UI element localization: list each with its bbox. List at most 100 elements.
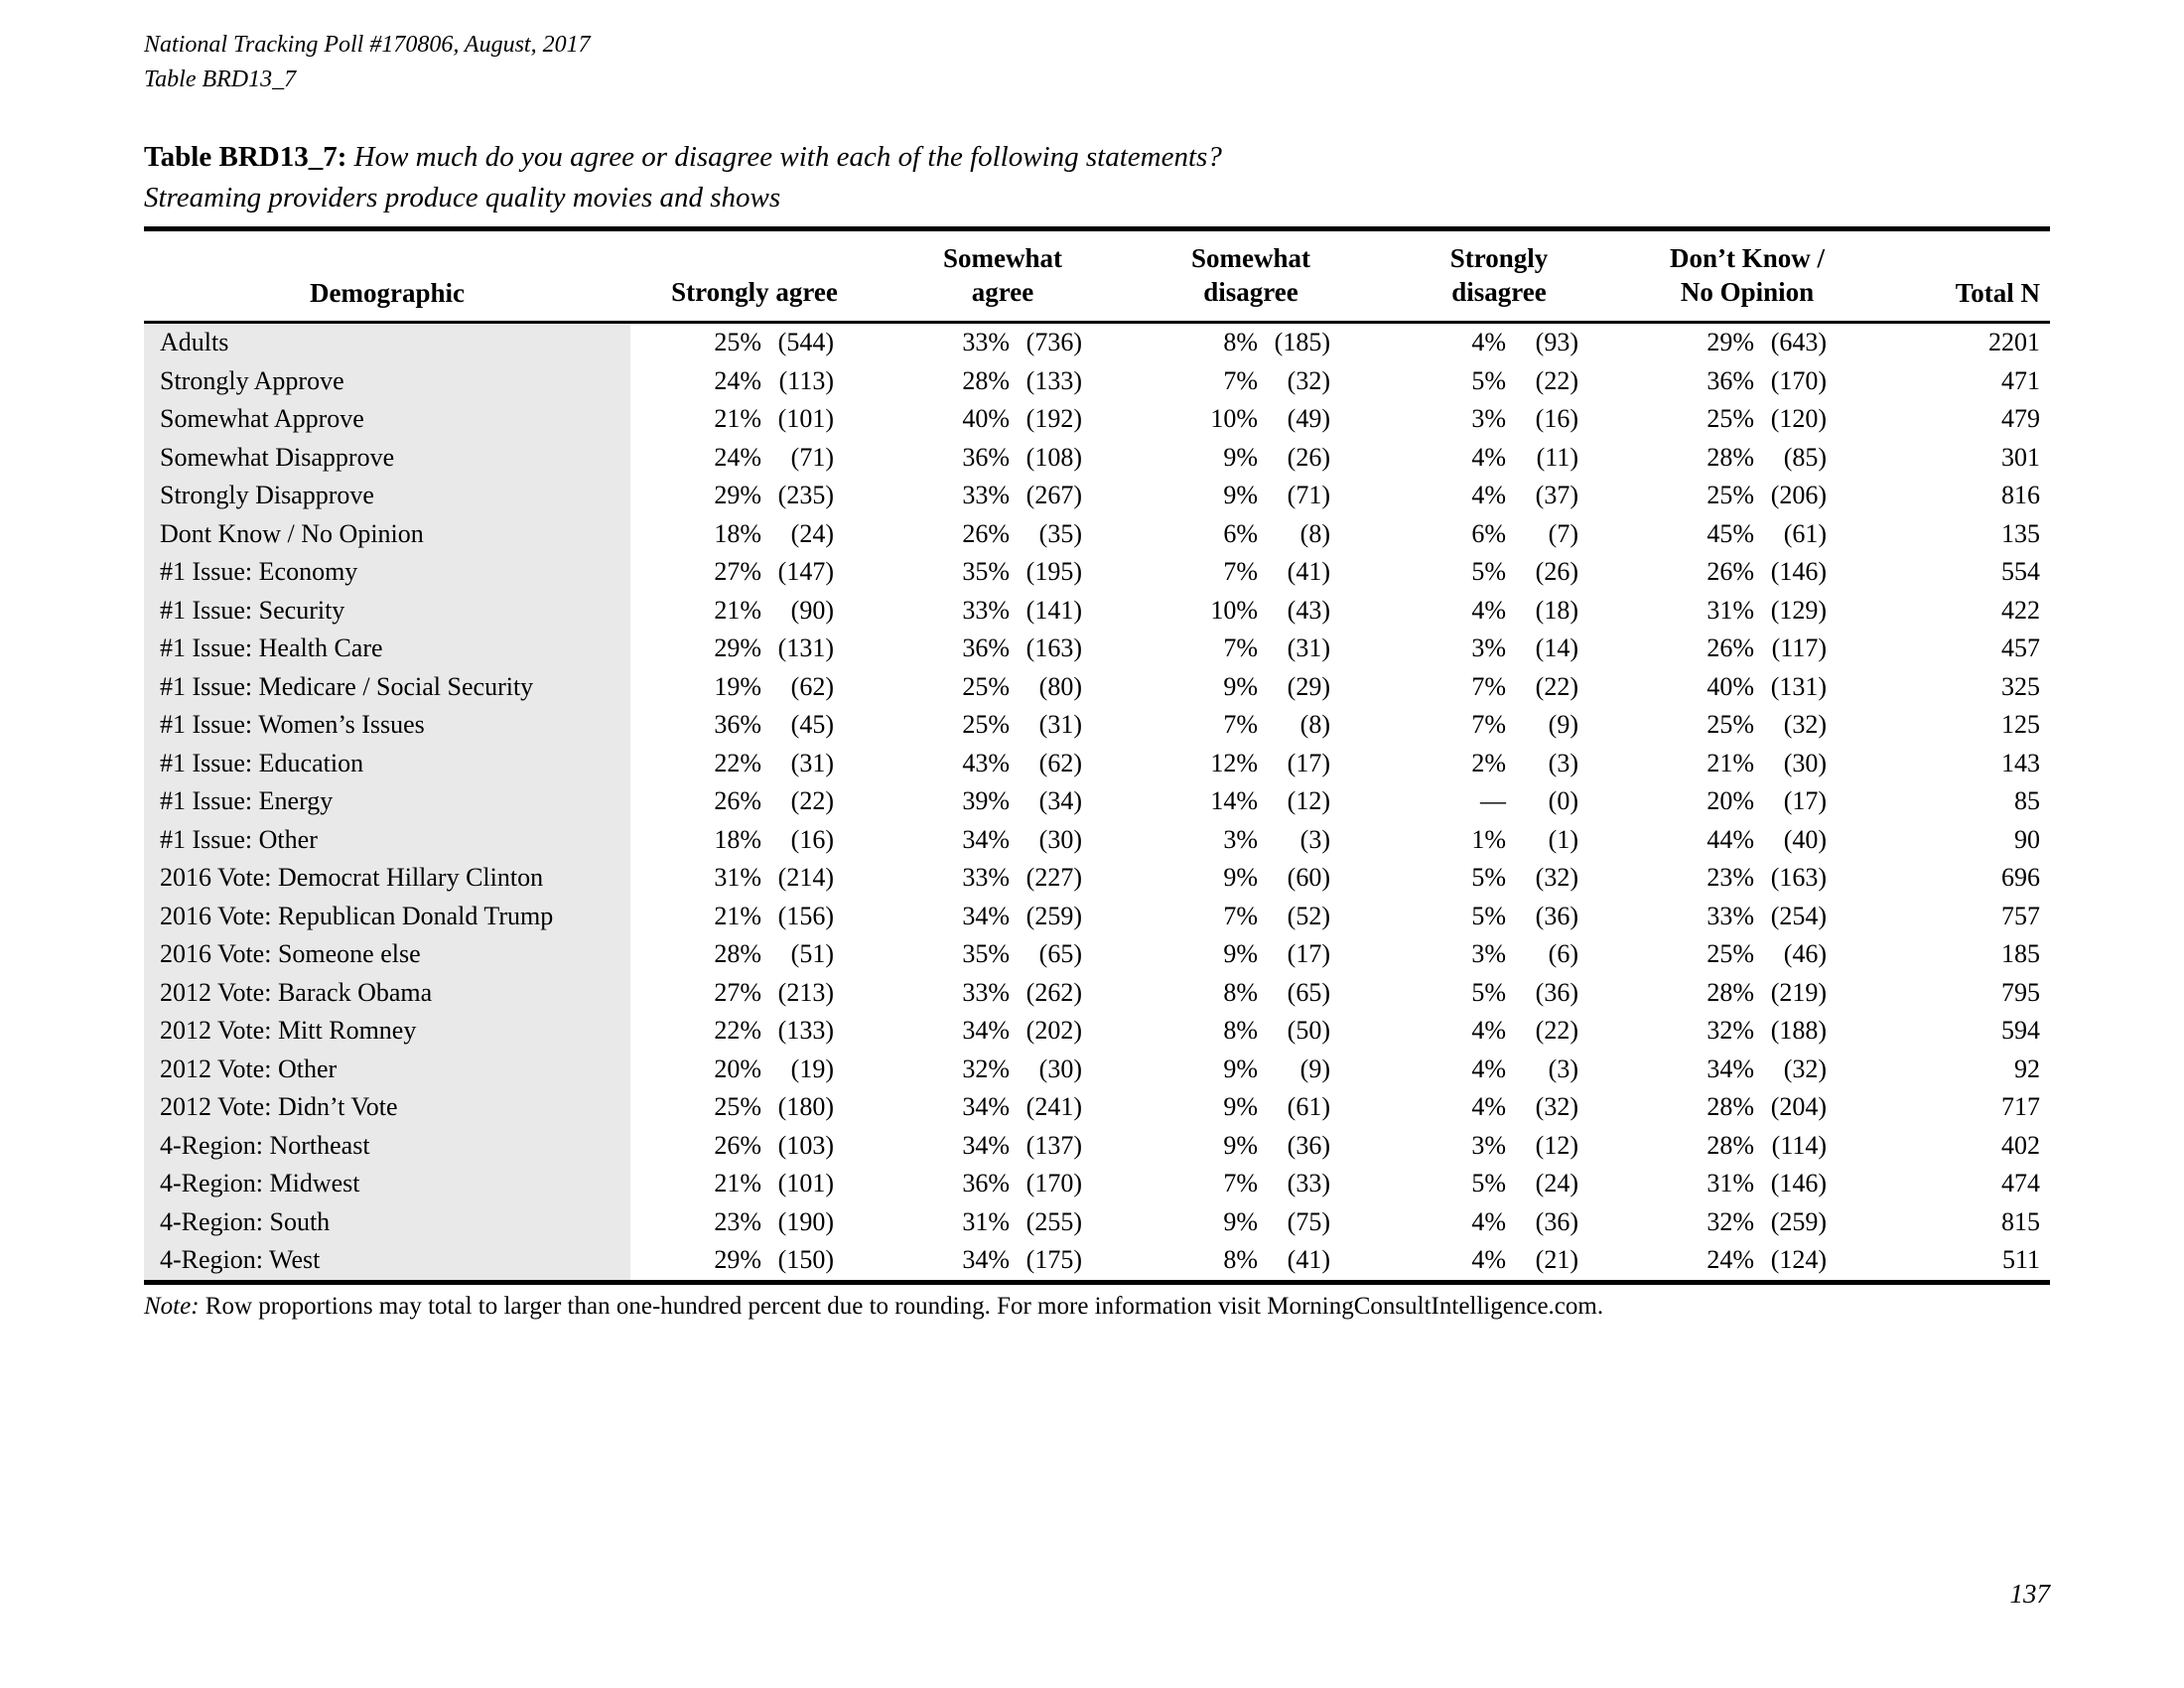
cell-somewhat-agree-n: (108) [1025,442,1082,472]
cell-strongly-disagree-n: (22) [1535,1016,1578,1046]
cell-somewhat-agree-n: (62) [1038,748,1082,777]
cell-strongly-agree-pct: 21% [714,1169,761,1198]
cell-strongly-agree-pct: 21% [714,404,761,434]
cell-dont-know-pct: 25% [1706,481,1754,510]
header-line-bottom: disagree [1451,277,1547,307]
cell-somewhat-disagree-pct: 8% [1223,977,1258,1007]
cell-strongly-disagree-pct: 4% [1471,328,1506,357]
cell-somewhat-disagree-n: (49) [1287,404,1330,434]
cell-demographic: 4-Region: Midwest [144,1165,630,1203]
cell-demographic: #1 Issue: Economy [144,553,630,592]
cell-strongly-disagree-n: (18) [1535,595,1578,625]
cell-strongly-agree-n: (131) [777,633,834,663]
cell-somewhat-disagree-pct: 9% [1223,442,1258,472]
cell-dont-know-n: (129) [1770,595,1828,625]
col-header-somewhat-disagree: Somewhat disagree [1127,226,1375,324]
cell-dont-know-pct: 32% [1706,1016,1754,1046]
cell-strongly-agree-n: (190) [777,1206,834,1236]
table-row: 2012 Vote: Other 20% (19) 32% (30) 9% (9) 4% (3)… [144,1050,2050,1088]
cell-somewhat-disagree-pct: 7% [1223,1169,1258,1198]
cell-strongly-agree-pct: 29% [714,633,761,663]
cell-demographic: #1 Issue: Education [144,744,630,782]
cell-dont-know-pct: 31% [1706,1169,1754,1198]
cell-dont-know-n: (46) [1783,939,1828,969]
cell-strongly-agree-pct: 25% [714,1092,761,1122]
table-title-statement: Streaming providers produce quality movi… [144,182,781,213]
cell-dont-know-n: (259) [1770,1206,1828,1236]
cell-strongly-disagree-n: (32) [1535,863,1578,893]
cell-somewhat-disagree-n: (9) [1299,1054,1330,1083]
cell-somewhat-disagree-pct: 9% [1223,1206,1258,1236]
cell-somewhat-disagree-n: (8) [1299,710,1330,740]
cell-strongly-disagree-pct: 4% [1471,1016,1506,1046]
table-row: 2012 Vote: Barack Obama 27% (213) 33% (262) 8… [144,973,2050,1012]
cell-somewhat-disagree-n: (36) [1287,1130,1330,1160]
cell-dont-know-n: (163) [1770,863,1828,893]
table-row: Adults 25% (544) 33% (736) 8% (185) 4% (93) 29% (6… [144,322,2050,362]
cell-total-n: 816 [2001,481,2041,510]
cell-demographic: Adults [144,322,630,362]
cell-somewhat-agree-n: (30) [1038,824,1082,854]
cell-strongly-disagree-pct: 4% [1471,442,1506,472]
cell-dont-know-pct: 28% [1706,977,1754,1007]
document-header: National Tracking Poll #170806, August, … [144,28,591,97]
cell-strongly-disagree-n: (11) [1536,442,1578,472]
header-line-bottom: disagree [1203,277,1298,307]
cell-strongly-agree-pct: 18% [714,518,761,548]
cell-somewhat-agree-n: (137) [1025,1130,1082,1160]
cell-demographic: 2016 Vote: Democrat Hillary Clinton [144,859,630,898]
cell-demographic: #1 Issue: Other [144,820,630,859]
cell-somewhat-agree-pct: 34% [962,1092,1010,1122]
cell-demographic: #1 Issue: Energy [144,782,630,821]
cell-strongly-disagree-pct: 4% [1471,595,1506,625]
cell-dont-know-n: (120) [1770,404,1828,434]
table-id-line: Table BRD13_7 [144,67,297,92]
cell-somewhat-agree-pct: 36% [962,1169,1010,1198]
cell-dont-know-pct: 25% [1706,404,1754,434]
cell-somewhat-agree-pct: 33% [962,977,1010,1007]
cell-total-n: 717 [2001,1092,2041,1122]
cell-somewhat-agree-n: (141) [1025,595,1082,625]
cell-total-n: 474 [2001,1169,2041,1198]
cell-somewhat-agree-pct: 36% [962,442,1010,472]
cell-somewhat-agree-pct: 39% [962,786,1010,816]
cell-strongly-agree-n: (213) [777,977,834,1007]
cell-strongly-disagree-pct: 4% [1471,481,1506,510]
table-note: Note: Row proportions may total to large… [144,1293,2050,1321]
cell-somewhat-disagree-n: (12) [1287,786,1330,816]
table-row: 2012 Vote: Didn’t Vote 25% (180) 34% (241) 9%… [144,1088,2050,1127]
cell-strongly-disagree-pct: 4% [1471,1206,1506,1236]
cell-strongly-disagree-pct: 2% [1471,748,1506,777]
cell-somewhat-disagree-pct: 7% [1223,710,1258,740]
cell-strongly-agree-n: (147) [777,557,834,587]
poll-table: Demographic Strongly agree Somewhat agre… [144,226,2051,1285]
cell-somewhat-disagree-n: (32) [1287,365,1330,395]
cell-total-n: 422 [2001,595,2041,625]
cell-somewhat-agree-n: (227) [1025,863,1082,893]
table-body: Adults 25% (544) 33% (736) 8% (185) 4% (93) 29% (6… [144,322,2051,1285]
cell-strongly-disagree-pct: 7% [1471,671,1506,701]
cell-somewhat-agree-pct: 34% [962,1130,1010,1160]
cell-strongly-agree-pct: 24% [714,365,761,395]
cell-dont-know-pct: 44% [1706,824,1754,854]
cell-strongly-agree-pct: 36% [714,710,761,740]
cell-dont-know-n: (32) [1783,1054,1828,1083]
cell-strongly-disagree-n: (24) [1535,1169,1578,1198]
cell-demographic: Somewhat Approve [144,400,630,439]
cell-strongly-agree-n: (31) [790,748,834,777]
cell-strongly-agree-pct: 27% [714,977,761,1007]
cell-strongly-disagree-n: (6) [1548,939,1578,969]
cell-total-n: 815 [2001,1206,2041,1236]
table-row: #1 Issue: Security 21% (90) 33% (141) 10% (43)… [144,591,2050,630]
cell-somewhat-disagree-n: (185) [1274,328,1330,357]
cell-total-n: 479 [2001,404,2041,434]
cell-somewhat-disagree-pct: 7% [1223,901,1258,930]
table-row: 4-Region: Northeast 26% (103) 34% (137) 9% (36… [144,1126,2050,1165]
header-line-top: Don’t Know / [1670,243,1826,273]
cell-dont-know-pct: 32% [1706,1206,1754,1236]
cell-strongly-disagree-n: (0) [1548,786,1578,816]
note-text: Row proportions may total to larger than… [205,1293,1604,1320]
cell-somewhat-disagree-pct: 12% [1210,748,1258,777]
cell-dont-know-pct: 24% [1623,1241,1762,1285]
cell-total-n: 471 [2001,365,2041,395]
